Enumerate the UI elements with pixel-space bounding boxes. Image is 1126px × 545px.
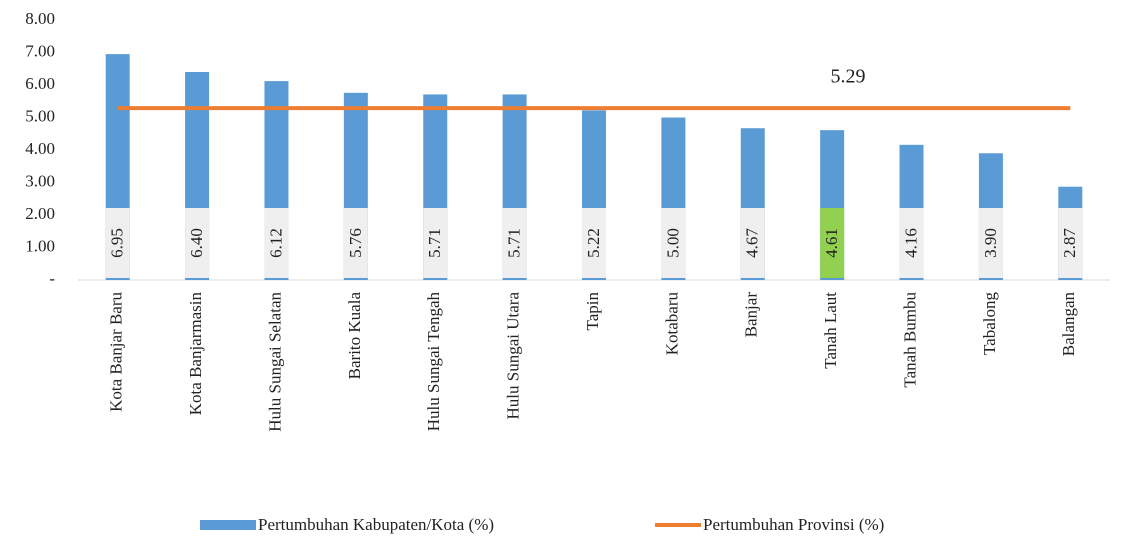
value-label: 2.87 xyxy=(1060,228,1079,258)
x-tick-label: Tanah Laut xyxy=(821,292,840,369)
legend-label: Pertumbuhan Provinsi (%) xyxy=(703,515,884,534)
y-tick-label: 4.00 xyxy=(25,139,55,158)
x-tick-label: Banjar xyxy=(742,292,761,338)
value-label: 4.61 xyxy=(822,228,841,258)
value-label-box xyxy=(264,208,289,278)
value-label: 4.16 xyxy=(901,228,920,258)
legend-swatch xyxy=(200,520,256,530)
y-tick-label: 6.00 xyxy=(25,74,55,93)
x-tick-label: Barito Kuala xyxy=(345,292,364,380)
x-tick-label: Balangan xyxy=(1059,292,1078,357)
x-tick-label: Hulu Sungai Tengah xyxy=(424,292,443,432)
value-label: 5.00 xyxy=(663,228,682,258)
y-tick-label: 2.00 xyxy=(25,204,55,223)
x-tick-label: Tabalong xyxy=(980,292,999,356)
x-tick-label: Kota Banjarmasin xyxy=(186,292,205,416)
x-tick-label: Kota Banjar Baru xyxy=(107,292,126,412)
value-label-box xyxy=(582,208,606,278)
value-label-box xyxy=(820,208,845,278)
value-label-box xyxy=(343,208,368,278)
value-label: 5.76 xyxy=(346,228,365,258)
value-label-box xyxy=(185,208,210,278)
value-label-box xyxy=(1058,208,1083,278)
y-tick-label: 7.00 xyxy=(25,41,55,60)
value-label-box xyxy=(740,208,765,278)
annotation: 5.29 xyxy=(831,66,866,88)
value-label: 6.40 xyxy=(187,228,206,258)
value-label: 4.67 xyxy=(743,228,762,258)
x-tick-label: Kotabaru xyxy=(662,292,681,356)
y-tick-label: - xyxy=(49,269,55,288)
value-label-box xyxy=(899,208,924,278)
value-label-box xyxy=(105,208,130,278)
x-tick-label: Hulu Sungai Utara xyxy=(504,292,523,420)
legend-label: Pertumbuhan Kabupaten/Kota (%) xyxy=(258,515,494,534)
value-label: 3.90 xyxy=(981,228,1000,258)
y-tick-label: 5.00 xyxy=(25,106,55,125)
x-tick-label: Tanah Bumbu xyxy=(900,292,919,388)
value-label: 5.71 xyxy=(425,228,444,258)
value-label: 6.95 xyxy=(108,228,127,258)
y-tick-label: 8.00 xyxy=(25,9,55,28)
x-tick-label: Hulu Sungai Selatan xyxy=(265,292,284,432)
value-label: 5.22 xyxy=(584,228,603,258)
value-label: 6.12 xyxy=(266,228,285,258)
value-label-box xyxy=(502,208,527,278)
y-tick-label: 3.00 xyxy=(25,171,55,190)
value-label-box xyxy=(978,208,1003,278)
value-label-box xyxy=(423,208,448,278)
x-tick-label: Tapin xyxy=(583,292,602,331)
y-tick-label: 1.00 xyxy=(25,236,55,255)
value-label: 5.71 xyxy=(505,228,524,258)
value-label-box xyxy=(661,208,686,278)
